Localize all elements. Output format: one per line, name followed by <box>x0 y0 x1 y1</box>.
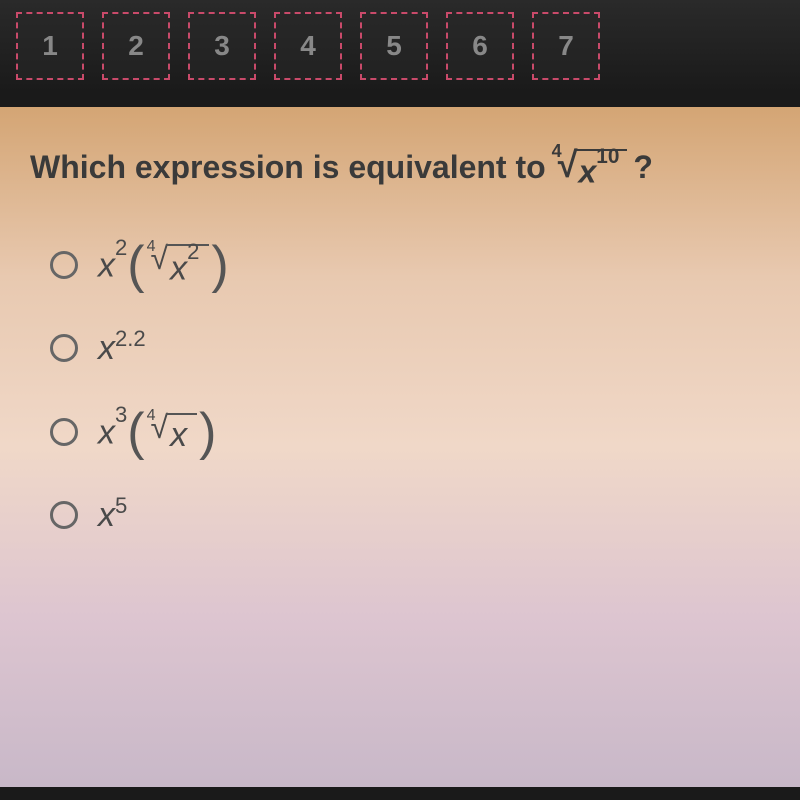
radio-d[interactable] <box>50 501 78 529</box>
option-a[interactable]: x2 ( 4 √ x2 ) <box>50 239 770 291</box>
option-c-content: x3 ( 4 √ x ) <box>98 406 216 458</box>
option-d-content: x5 <box>98 496 127 535</box>
question-prompt: Which expression is equivalent to 4 √ x1… <box>30 147 770 189</box>
option-d[interactable]: x5 <box>50 496 770 535</box>
answer-options: x2 ( 4 √ x2 ) x2.2 x3 ( 4 <box>30 239 770 535</box>
option-b[interactable]: x2.2 <box>50 329 770 368</box>
question-prefix: Which expression is equivalent to <box>30 149 546 186</box>
option-c[interactable]: x3 ( 4 √ x ) <box>50 406 770 458</box>
nav-item-5[interactable]: 5 <box>360 12 428 80</box>
option-b-content: x2.2 <box>98 329 146 368</box>
radio-c[interactable] <box>50 418 78 446</box>
nav-item-6[interactable]: 6 <box>446 12 514 80</box>
option-c-radical: 4 √ x <box>147 411 197 453</box>
radio-b[interactable] <box>50 334 78 362</box>
question-nav-bar: 1 2 3 4 5 6 7 <box>0 0 800 92</box>
nav-item-3[interactable]: 3 <box>188 12 256 80</box>
nav-item-4[interactable]: 4 <box>274 12 342 80</box>
question-suffix: ? <box>633 149 653 186</box>
question-radical: 4 √ x10 <box>552 147 628 189</box>
question-content: Which expression is equivalent to 4 √ x1… <box>0 107 800 787</box>
radio-a[interactable] <box>50 251 78 279</box>
option-a-content: x2 ( 4 √ x2 ) <box>98 239 229 291</box>
option-a-radical: 4 √ x2 <box>147 242 210 286</box>
nav-item-7[interactable]: 7 <box>532 12 600 80</box>
nav-item-2[interactable]: 2 <box>102 12 170 80</box>
nav-item-1[interactable]: 1 <box>16 12 84 80</box>
